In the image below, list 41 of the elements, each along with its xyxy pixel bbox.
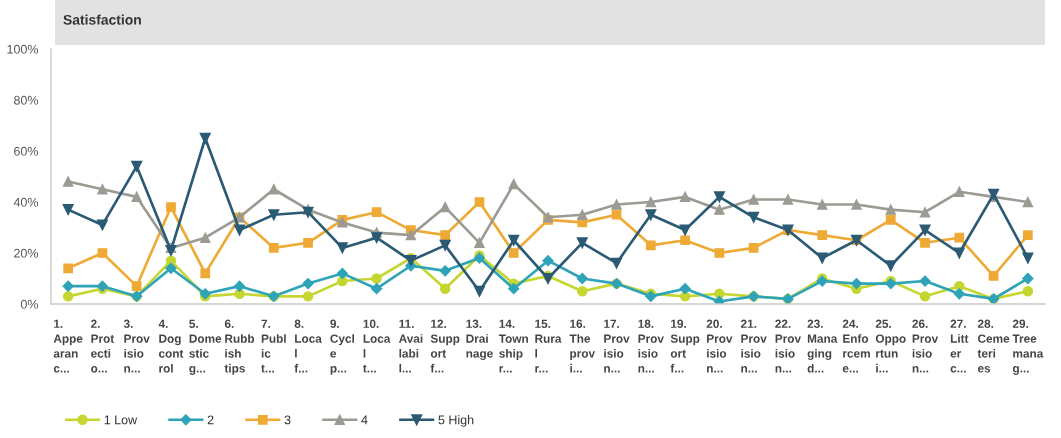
x-tick-label: 26. Prov isio n... xyxy=(912,319,939,373)
y-tick-label: 40% xyxy=(13,197,39,207)
x-tick-label: 3. Prov isio n... xyxy=(123,319,150,373)
x-tick-label: 10. Loca l t... xyxy=(362,319,391,373)
y-tick-label: 100% xyxy=(7,44,39,54)
x-tick-label: 16. The prov i... xyxy=(569,319,596,373)
x-tick-label: 6. Rubb ish tips xyxy=(224,319,255,375)
x-tick-label: 20. Prov isio n... xyxy=(706,319,733,373)
x-tick-label: 18. Prov isio n... xyxy=(638,319,664,373)
x-tick-label: 2. Prot ecti o... xyxy=(91,319,115,373)
x-tick-label: 14. Town ship r... xyxy=(498,319,528,373)
x-tick-label: 27. Litt er c... xyxy=(950,319,969,373)
x-tick-label: 19. Supp ort f... xyxy=(670,319,700,373)
x-tick-label: 12. Supp ort f... xyxy=(430,319,460,373)
x-tick-label: 24. Enfo rcem e... xyxy=(842,319,870,373)
legend-label: 4 xyxy=(361,415,368,425)
legend-label: 3 xyxy=(284,415,291,425)
x-tick-label: 17. Prov isio n... xyxy=(604,319,630,373)
y-tick-label: 0% xyxy=(20,299,39,309)
x-tick-label: 29. Tree mana g... xyxy=(1012,319,1044,375)
x-tick-label: 9. Cycl e p... xyxy=(330,319,354,375)
x-tick-label: 25. Oppo rtun i... xyxy=(875,319,906,373)
x-tick-label: 1. Appe aran c... xyxy=(53,319,83,373)
x-tick-label: 5. Dome stic g... xyxy=(189,319,222,375)
x-tick-label: 21. Prov isio n... xyxy=(740,319,767,373)
y-tick-label: 60% xyxy=(14,146,39,156)
legend-label: 2 xyxy=(207,415,214,425)
x-tick-label: 4. Dog cont rol xyxy=(158,319,184,373)
legend-label: 1 Low xyxy=(104,415,138,425)
y-tick-label: 20% xyxy=(14,248,39,258)
x-tick-label: 13. Drai nage xyxy=(466,319,493,361)
x-tick-label: 7. Publ ic t... xyxy=(261,319,286,373)
x-tick-label: 8. Loca l f... xyxy=(294,319,322,373)
chart-title: Satisfaction xyxy=(63,14,141,25)
x-tick-label: 28. Ceme teri es xyxy=(977,319,1010,373)
x-tick-label: 15. Rura l r... xyxy=(535,319,562,373)
y-tick-label: 80% xyxy=(14,95,39,105)
x-tick-label: 22. Prov isio n... xyxy=(775,319,801,373)
x-tick-label: 11. Avai labi l... xyxy=(398,319,423,373)
legend-label: 5 High xyxy=(438,415,474,427)
x-tick-label: 23. Mana ging d... xyxy=(807,319,838,373)
